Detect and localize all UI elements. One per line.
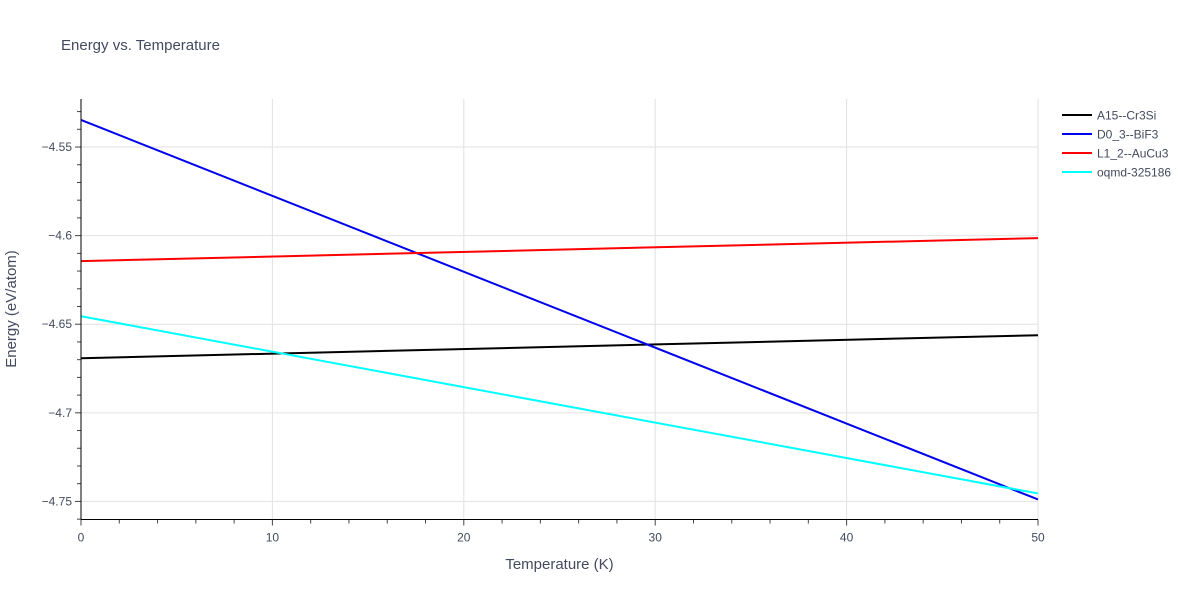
x-tick-label: 20 xyxy=(457,531,471,545)
grid xyxy=(81,99,1039,520)
y-tick-label: −4.75 xyxy=(42,494,73,508)
legend-item[interactable]: D0_3--BiF3 xyxy=(1062,128,1159,142)
legend-label: L1_2--AuCu3 xyxy=(1097,147,1169,161)
x-axis-label: Temperature (K) xyxy=(505,556,613,573)
y-tick-label: −4.6 xyxy=(48,229,72,243)
x-tick-label: 40 xyxy=(840,531,854,545)
y-tick-label: −4.55 xyxy=(42,140,73,154)
series-line-oqmd-325186 xyxy=(80,315,1039,495)
y-tick-label: −4.7 xyxy=(48,406,72,420)
y-axis-label: Energy (eV/atom) xyxy=(3,250,20,368)
chart-title: Energy vs. Temperature xyxy=(61,37,220,54)
legend-label: A15--Cr3Si xyxy=(1097,109,1156,123)
x-tick-label: 50 xyxy=(1031,531,1045,545)
x-tick-label: 30 xyxy=(649,531,663,545)
legend-label: D0_3--BiF3 xyxy=(1097,128,1159,142)
y-tick-label: −4.65 xyxy=(42,317,73,331)
series-line-D0_3--BiF3 xyxy=(80,118,1039,501)
series-line-L1_2--AuCu3 xyxy=(80,237,1039,263)
legend-item[interactable]: A15--Cr3Si xyxy=(1062,109,1156,123)
x-tick-label: 10 xyxy=(266,531,280,545)
series-line-A15--Cr3Si xyxy=(80,334,1039,360)
series-lines xyxy=(80,118,1039,501)
legend-item[interactable]: oqmd-325186 xyxy=(1062,166,1171,180)
legend[interactable]: A15--Cr3Si D0_3--BiF3 L1_2--AuCu3 oqmd-3251… xyxy=(1062,109,1171,180)
legend-item[interactable]: L1_2--AuCu3 xyxy=(1062,147,1169,161)
x-tick-label: 0 xyxy=(78,531,85,545)
axes: 0 10 20 30 40 50 −4.75 −4.7 −4.65 −4.6 −4.55 xyxy=(42,99,1045,545)
legend-label: oqmd-325186 xyxy=(1097,166,1171,180)
